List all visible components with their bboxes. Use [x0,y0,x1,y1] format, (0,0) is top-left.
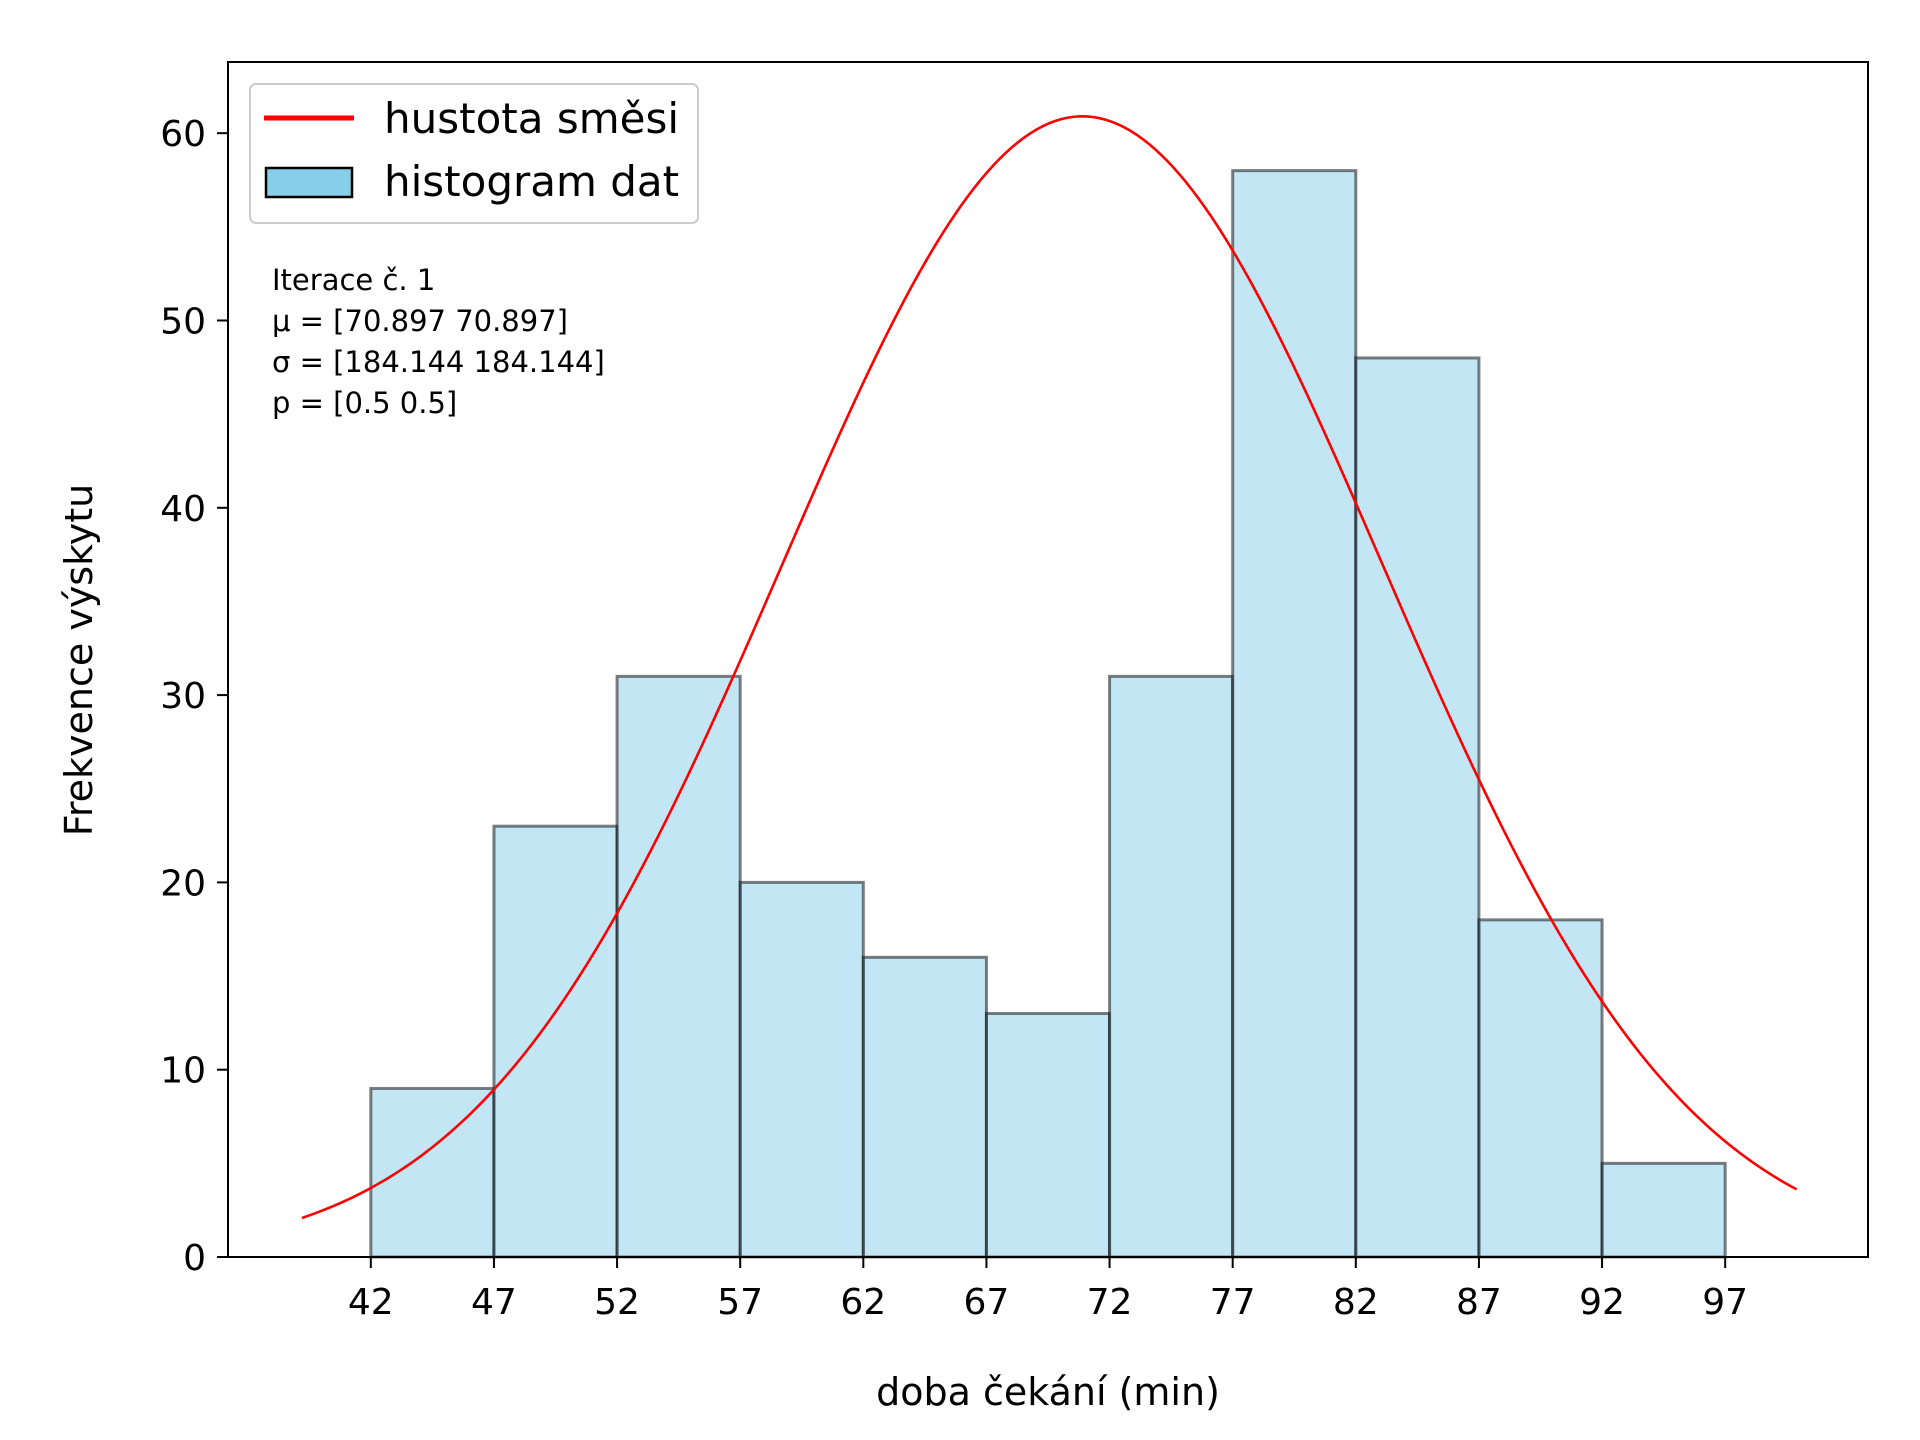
x-axis-label: doba čekání (min) [876,1370,1220,1414]
y-axis-label: Frekvence výskytu [57,484,101,836]
y-tick-label: 20 [160,863,206,904]
plot-frame [227,61,1869,1258]
histogram-bar [1477,918,1604,1259]
x-tick-label: 42 [348,1282,394,1323]
x-tick-label: 47 [471,1282,517,1323]
histogram-bar [1108,674,1235,1259]
y-axis-ticks: 0 10 20 30 40 50 60 [160,114,228,1279]
y-tick-label: 10 [160,1051,206,1092]
density-curve [301,115,1798,1220]
annotation-p: p = [0.5 0.5] [272,386,457,420]
legend: hustota směsi histogram dat [249,83,699,224]
x-tick-label: 72 [1087,1282,1133,1323]
histogram-bar [1354,356,1481,1259]
legend-label-density: hustota směsi [384,94,679,143]
x-tick-label: 82 [1333,1282,1379,1323]
x-tick-label: 52 [594,1282,640,1323]
x-axis-ticks: 42 47 52 57 62 67 72 77 82 87 92 97 [348,1257,1748,1323]
x-tick-label: 67 [964,1282,1010,1323]
histogram-bar [984,1012,1112,1259]
histogram-bar [492,824,619,1259]
x-tick-label: 57 [717,1282,763,1323]
x-tick-label: 77 [1210,1282,1256,1323]
histogram-bar [738,880,865,1259]
annotation: Iterace č. 1 μ = [70.897 70.897] σ = [18… [272,263,605,420]
legend-bar-swatch [264,166,354,199]
annotation-sigma: σ = [184.144 184.144] [272,345,605,379]
histogram-bar [1600,1161,1727,1259]
y-tick-label: 0 [183,1238,206,1279]
y-tick-label: 40 [160,489,206,530]
y-tick-label: 30 [160,676,206,717]
y-tick-label: 60 [160,114,206,155]
x-tick-label: 97 [1702,1282,1748,1323]
histogram-bar [1231,169,1358,1259]
histogram-bar [369,1086,496,1259]
y-tick-label: 50 [160,301,206,342]
x-tick-label: 62 [840,1282,886,1323]
annotation-mu: μ = [70.897 70.897] [272,304,568,338]
histogram-bar [861,955,988,1259]
x-tick-label: 87 [1456,1282,1502,1323]
histogram-bar [615,674,742,1259]
histogram-bars [369,169,1727,1259]
annotation-iteration: Iterace č. 1 [272,263,435,297]
x-tick-label: 92 [1579,1282,1625,1323]
legend-label-histogram: histogram dat [384,157,679,206]
legend-box [249,83,699,224]
